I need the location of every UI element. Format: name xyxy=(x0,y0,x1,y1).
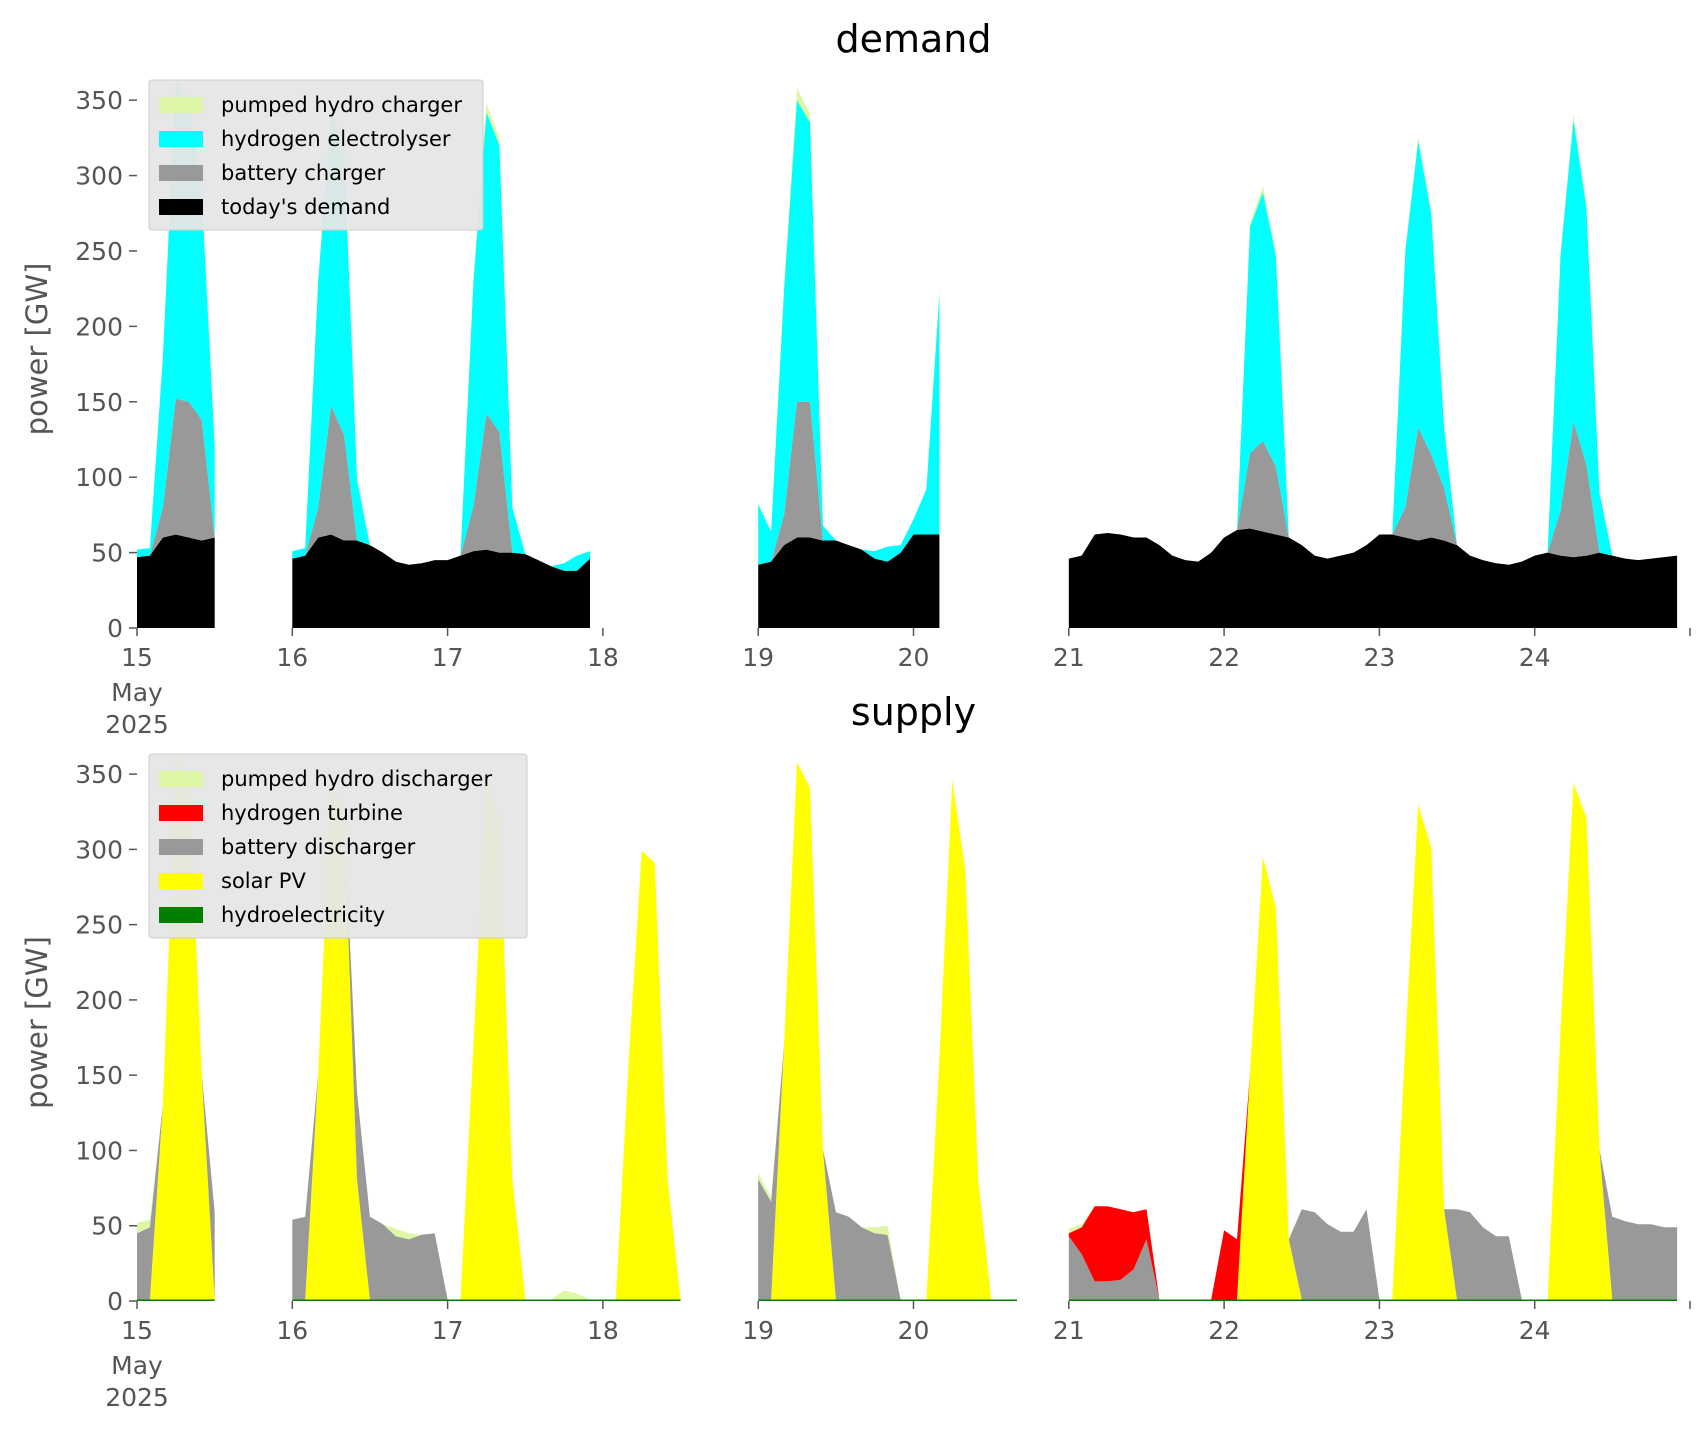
x-tick-label: 16 xyxy=(276,643,308,672)
y-axis-label: power [GW] xyxy=(20,936,54,1109)
y-tick-label: 100 xyxy=(75,463,123,492)
x-tick-label: 18 xyxy=(587,1316,619,1345)
legend-label-battery-discharger: battery discharger xyxy=(221,835,416,859)
legend-swatch-today-s-demand xyxy=(159,199,203,215)
y-tick-label: 0 xyxy=(107,1287,123,1316)
x-tick-label: 23 xyxy=(1363,643,1395,672)
x-tick-label: 19 xyxy=(742,1316,774,1345)
x-tick-label: 17 xyxy=(432,643,464,672)
legend-box xyxy=(148,753,528,939)
y-tick-label: 300 xyxy=(75,835,123,864)
y-tick-label: 350 xyxy=(75,86,123,115)
x-tick-label: 22 xyxy=(1208,1316,1240,1345)
legend-box xyxy=(148,79,484,231)
x-tick-label: 20 xyxy=(898,643,930,672)
y-tick-label: 300 xyxy=(75,162,123,191)
x-tick-label: 24 xyxy=(1519,1316,1551,1345)
y-tick-label: 200 xyxy=(75,312,123,341)
y-tick-label: 250 xyxy=(75,237,123,266)
x-tick-label: 22 xyxy=(1208,643,1240,672)
x-tick-sublabel: 2025 xyxy=(105,710,169,739)
legend-swatch-pumped-hydro-discharger xyxy=(159,771,203,787)
y-tick-label: 100 xyxy=(75,1136,123,1165)
x-tick-label: 21 xyxy=(1053,1316,1085,1345)
x-tick-label: 18 xyxy=(587,643,619,672)
legend-label-hydrogen-electrolyser: hydrogen electrolyser xyxy=(221,127,451,151)
y-tick-label: 200 xyxy=(75,986,123,1015)
legend-swatch-battery-charger xyxy=(159,165,203,181)
chart-title: supply xyxy=(851,690,976,734)
x-tick-label: 15 xyxy=(121,643,153,672)
x-tick-sublabel: 2025 xyxy=(105,1383,169,1412)
x-tick-sublabel: May xyxy=(111,678,163,707)
legend-swatch-pumped-hydro-charger xyxy=(159,97,203,113)
x-tick-label: 15 xyxy=(121,1316,153,1345)
area-hydroelectricity xyxy=(137,1299,1678,1301)
y-tick-label: 150 xyxy=(75,388,123,417)
legend-label-pumped-hydro-charger: pumped hydro charger xyxy=(221,93,462,117)
legend-label-today-s-demand: today's demand xyxy=(221,195,390,219)
legend-label-battery-charger: battery charger xyxy=(221,161,386,185)
y-axis-label: power [GW] xyxy=(20,263,54,436)
areas xyxy=(137,79,1678,628)
y-tick-label: 50 xyxy=(91,1212,123,1241)
area-today-s-demand xyxy=(137,528,1678,628)
x-tick-label: 23 xyxy=(1363,1316,1395,1345)
x-tick-label: 21 xyxy=(1053,643,1085,672)
y-tick-label: 350 xyxy=(75,760,123,789)
legend: pumped hydro discharger hydrogen turbine b… xyxy=(148,753,528,939)
legend: pumped hydro charger hydrogen electrolyse… xyxy=(148,79,484,231)
legend-label-hydrogen-turbine: hydrogen turbine xyxy=(221,801,403,825)
legend-swatch-battery-discharger xyxy=(159,839,203,855)
x-tick-label: 19 xyxy=(742,643,774,672)
y-tick-label: 250 xyxy=(75,911,123,940)
chart-title: demand xyxy=(835,17,991,61)
legend-swatch-hydrogen-electrolyser xyxy=(159,131,203,147)
x-tick-sublabel: May xyxy=(111,1351,163,1380)
x-tick-label: 16 xyxy=(276,1316,308,1345)
legend-label-solar-pv: solar PV xyxy=(221,869,306,893)
legend-swatch-solar-pv xyxy=(159,873,203,889)
supply-panel: supply power [GW] 0 50 100 150 200 250 300 350 15 M… xyxy=(20,690,1691,1412)
demand-panel: demand power [GW] 0 50 100 150 200 250 300 350 15 M… xyxy=(20,17,1691,739)
y-tick-label: 50 xyxy=(91,539,123,568)
x-tick-label: 24 xyxy=(1519,643,1551,672)
areas xyxy=(137,762,1678,1301)
x-tick-label: 20 xyxy=(898,1316,930,1345)
legend-label-hydroelectricity: hydroelectricity xyxy=(221,903,385,927)
y-tick-label: 0 xyxy=(107,614,123,643)
legend-label-pumped-hydro-discharger: pumped hydro discharger xyxy=(221,767,492,791)
y-tick-label: 150 xyxy=(75,1061,123,1090)
legend-swatch-hydroelectricity xyxy=(159,907,203,923)
legend-swatch-hydrogen-turbine xyxy=(159,805,203,821)
x-tick-label: 17 xyxy=(432,1316,464,1345)
